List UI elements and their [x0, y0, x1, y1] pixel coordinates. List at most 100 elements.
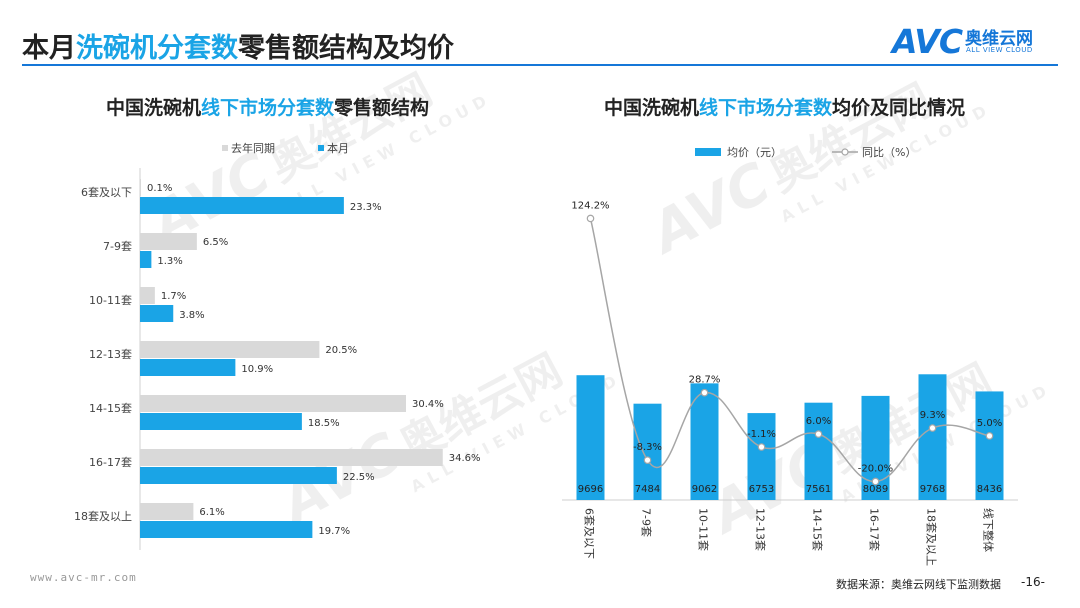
right-legend: 均价（元） 同比（%）: [695, 146, 916, 159]
yoy-point: [928, 424, 937, 432]
page-title: 本月洗碗机分套数零售额结构及均价: [22, 26, 454, 65]
category-label: 线下整体: [982, 508, 996, 552]
yoy-point: [757, 443, 766, 451]
yoy-point: [871, 477, 880, 486]
bar-value-label: 9696: [578, 484, 603, 495]
left-chart-title: 中国洗碗机线下市场分套数零售额结构: [106, 97, 430, 119]
bar-last-year: [140, 179, 141, 196]
legend-marker: [841, 148, 849, 156]
category-label: 7-9套: [640, 508, 653, 537]
footer-source: 数据来源：奥维云网线下监测数据: [836, 578, 1001, 591]
bar-value-label: 6753: [749, 484, 774, 495]
category-label: 6套及以下: [81, 186, 132, 199]
data-label: 34.6%: [449, 453, 481, 464]
bar-value-label: 9062: [692, 484, 717, 495]
legend-swatch: [318, 145, 324, 151]
yoy-label: -20.0%: [858, 463, 893, 474]
data-label: 18.5%: [308, 418, 340, 429]
page-title-part1: 本月: [22, 33, 76, 64]
yoy-point: [814, 430, 823, 438]
price-bar: [975, 391, 1004, 500]
yoy-label: 28.7%: [689, 375, 721, 386]
left-legend: 去年同期 本月: [222, 141, 349, 155]
bar-this-month: [140, 413, 302, 430]
yoy-label: 6.0%: [806, 416, 831, 427]
bar-last-year: [140, 395, 406, 412]
yoy-label: 124.2%: [571, 200, 609, 211]
yoy-label: -1.1%: [747, 429, 776, 440]
category-label: 10-11套: [89, 294, 132, 307]
bar-last-year: [140, 287, 155, 304]
bar-this-month: [140, 521, 313, 538]
yoy-point: [643, 456, 652, 464]
price-bar: [804, 402, 833, 500]
footer-url: www.avc-mr.com: [30, 571, 137, 584]
legend-label: 去年同期: [231, 141, 275, 155]
data-label: 1.7%: [161, 291, 186, 302]
data-label: 0.1%: [147, 183, 172, 194]
category-label: 12-13套: [754, 508, 767, 551]
data-label: 23.3%: [350, 202, 382, 213]
yoy-label: 9.3%: [920, 410, 945, 421]
price-bar: [633, 403, 662, 500]
category-label: 16-17套: [89, 456, 132, 469]
data-label: 6.1%: [199, 507, 224, 518]
category-label: 7-9套: [103, 240, 132, 253]
legend-label: 均价（元）: [727, 146, 782, 159]
logo-en-text: ALL VIEW CLOUD: [966, 46, 1033, 54]
yoy-label: -8.3%: [633, 442, 662, 453]
logo-cn-text: 奥维云网: [965, 29, 1033, 49]
category-label: 10-11套: [697, 508, 710, 551]
price-bar: [576, 375, 605, 500]
left-bar-chart: 去年同期 本月 6套及以下 0.1% 23.3% 7-9套 6.5% 1.3% 10-11套 1.…: [74, 141, 481, 550]
data-label: 19.7%: [318, 526, 350, 537]
data-label: 30.4%: [412, 399, 444, 410]
yoy-point: [985, 432, 994, 440]
yoy-label: 5.0%: [977, 418, 1002, 429]
avc-logo: AVC 奥维云网 ALL VIEW CLOUD: [892, 22, 1062, 62]
price-bar: [918, 374, 947, 500]
data-label: 3.8%: [179, 310, 204, 321]
price-bar: [690, 383, 719, 500]
data-label: 1.3%: [157, 256, 182, 267]
bar-last-year: [140, 233, 197, 250]
legend-label: 同比（%）: [862, 146, 916, 159]
legend-label: 本月: [327, 141, 349, 155]
price-bar: [747, 413, 776, 500]
bar-value-label: 8089: [863, 484, 888, 495]
bar-this-month: [140, 359, 236, 376]
data-label: 10.9%: [241, 364, 273, 375]
bar-last-year: [140, 341, 320, 358]
bar-last-year: [140, 503, 194, 520]
yoy-point: [700, 388, 709, 397]
bar-this-month: [140, 467, 337, 484]
category-label: 14-15套: [89, 402, 132, 415]
header-divider: [22, 64, 1058, 66]
bar-value-label: 9768: [920, 484, 945, 495]
yoy-point: [586, 214, 595, 223]
category-label: 14-15套: [811, 508, 824, 551]
right-chart-title: 中国洗碗机线下市场分套数均价及同比情况: [604, 97, 966, 119]
bar-this-month: [140, 251, 152, 268]
legend-swatch: [695, 148, 721, 156]
bar-this-month: [140, 197, 344, 214]
legend-swatch: [222, 145, 228, 151]
page-title-part3: 零售额结构及均价: [238, 33, 454, 64]
bar-last-year: [140, 449, 443, 466]
bar-value-label: 7561: [806, 484, 831, 495]
category-label: 18套及以上: [74, 510, 132, 523]
bar-value-label: 8436: [977, 484, 1002, 495]
category-label: 12-13套: [89, 348, 132, 361]
category-label: 16-17套: [868, 508, 881, 551]
bar-this-month: [140, 305, 174, 322]
page-title-highlight: 洗碗机分套数: [76, 33, 238, 64]
category-label: 6套及以下: [583, 508, 596, 559]
category-label: 18套及以上: [925, 508, 938, 566]
logo-mark: AVC: [892, 22, 963, 61]
right-combo-chart: 均价（元） 同比（%） 9696 7484 9062 6753 7561 8089 9768 84…: [562, 146, 1018, 566]
data-label: 22.5%: [343, 472, 375, 483]
page-number: -16-: [1021, 575, 1045, 589]
bar-value-label: 7484: [635, 484, 660, 495]
data-label: 20.5%: [325, 345, 357, 356]
data-label: 6.5%: [203, 237, 228, 248]
